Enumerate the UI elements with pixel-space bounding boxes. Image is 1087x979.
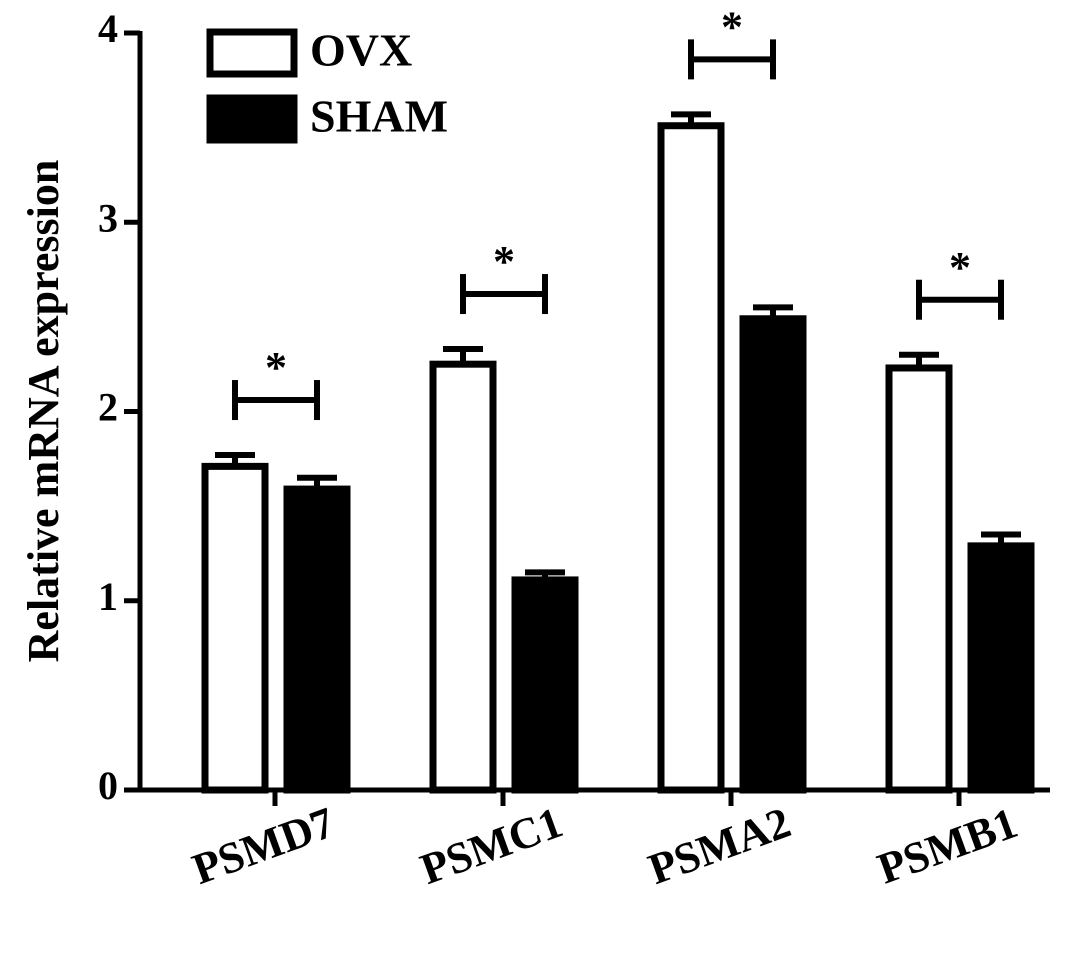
x-tick-label: PSMC1 (414, 798, 569, 894)
significance-label: * (949, 243, 971, 292)
bar (283, 485, 351, 794)
x-tick-label: PSMD7 (186, 798, 341, 894)
significance-label: * (265, 343, 287, 392)
y-tick-label: 0 (98, 763, 118, 808)
y-tick-label: 2 (98, 385, 118, 430)
legend-label: OVX (310, 25, 412, 76)
significance-label: * (493, 237, 515, 286)
x-tick-label: PSMB1 (871, 798, 1023, 893)
bar (201, 462, 269, 794)
bar (967, 542, 1035, 794)
bar (739, 315, 807, 794)
bar (657, 122, 725, 794)
y-tick-label: 1 (98, 574, 118, 619)
bar (885, 364, 953, 794)
y-tick-label: 3 (98, 195, 118, 240)
y-tick-label: 4 (98, 6, 118, 51)
legend-label: SHAM (310, 91, 448, 142)
legend-swatch (206, 94, 298, 144)
significance-label: * (721, 2, 743, 51)
x-tick-label: PSMA2 (642, 798, 797, 894)
legend-swatch (206, 28, 298, 78)
y-axis-label: Relative mRNA expression (19, 160, 68, 663)
bar (511, 576, 579, 794)
bar (429, 360, 497, 794)
